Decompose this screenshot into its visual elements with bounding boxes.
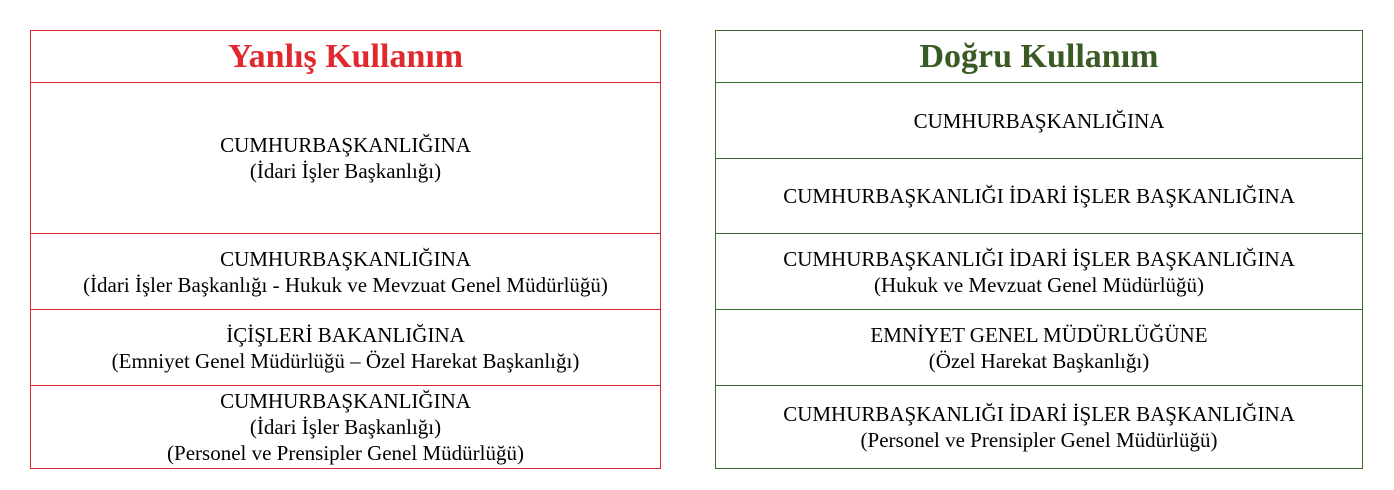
row-line: CUMHURBAŞKANLIĞINA xyxy=(914,108,1165,134)
row-line: EMNİYET GENEL MÜDÜRLÜĞÜNE xyxy=(870,322,1207,348)
row-line: CUMHURBAŞKANLIĞINA xyxy=(220,132,471,158)
right-usage-table: Doğru Kullanım CUMHURBAŞKANLIĞINA CUMHUR… xyxy=(715,30,1363,469)
row-line: CUMHURBAŞKANLIĞI İDARİ İŞLER BAŞKANLIĞIN… xyxy=(783,246,1295,272)
right-usage-row-5: CUMHURBAŞKANLIĞI İDARİ İŞLER BAŞKANLIĞIN… xyxy=(716,385,1362,468)
row-line: (Personel ve Prensipler Genel Müdürlüğü) xyxy=(167,440,524,466)
wrong-usage-title: Yanlış Kullanım xyxy=(31,31,660,82)
row-line: (Hukuk ve Mevzuat Genel Müdürlüğü) xyxy=(874,272,1204,298)
wrong-usage-row-1: CUMHURBAŞKANLIĞINA (İdari İşler Başkanlı… xyxy=(31,82,660,233)
row-line: (İdari İşler Başkanlığı) xyxy=(250,158,441,184)
row-line: İÇİŞLERİ BAKANLIĞINA xyxy=(226,322,465,348)
row-line: (İdari İşler Başkanlığı) xyxy=(250,414,441,440)
right-usage-row-2: CUMHURBAŞKANLIĞI İDARİ İŞLER BAŞKANLIĞIN… xyxy=(716,158,1362,233)
row-line: (Özel Harekat Başkanlığı) xyxy=(929,348,1149,374)
row-line: (İdari İşler Başkanlığı - Hukuk ve Mevzu… xyxy=(83,272,608,298)
row-line: CUMHURBAŞKANLIĞINA xyxy=(220,388,471,414)
wrong-usage-table: Yanlış Kullanım CUMHURBAŞKANLIĞINA (İdar… xyxy=(30,30,661,469)
right-usage-row-4: EMNİYET GENEL MÜDÜRLÜĞÜNE (Özel Harekat … xyxy=(716,309,1362,385)
right-usage-row-1: CUMHURBAŞKANLIĞINA xyxy=(716,82,1362,158)
right-usage-row-3: CUMHURBAŞKANLIĞI İDARİ İŞLER BAŞKANLIĞIN… xyxy=(716,233,1362,309)
row-line: CUMHURBAŞKANLIĞI İDARİ İŞLER BAŞKANLIĞIN… xyxy=(783,183,1295,209)
right-usage-title: Doğru Kullanım xyxy=(716,31,1362,82)
wrong-usage-row-4: CUMHURBAŞKANLIĞINA (İdari İşler Başkanlı… xyxy=(31,385,660,468)
row-line: (Personel ve Prensipler Genel Müdürlüğü) xyxy=(861,427,1218,453)
wrong-usage-row-2: CUMHURBAŞKANLIĞINA (İdari İşler Başkanlı… xyxy=(31,233,660,309)
row-line: CUMHURBAŞKANLIĞI İDARİ İŞLER BAŞKANLIĞIN… xyxy=(783,401,1295,427)
row-line: (Emniyet Genel Müdürlüğü – Özel Harekat … xyxy=(112,348,580,374)
row-line: CUMHURBAŞKANLIĞINA xyxy=(220,246,471,272)
wrong-usage-row-3: İÇİŞLERİ BAKANLIĞINA (Emniyet Genel Müdü… xyxy=(31,309,660,385)
